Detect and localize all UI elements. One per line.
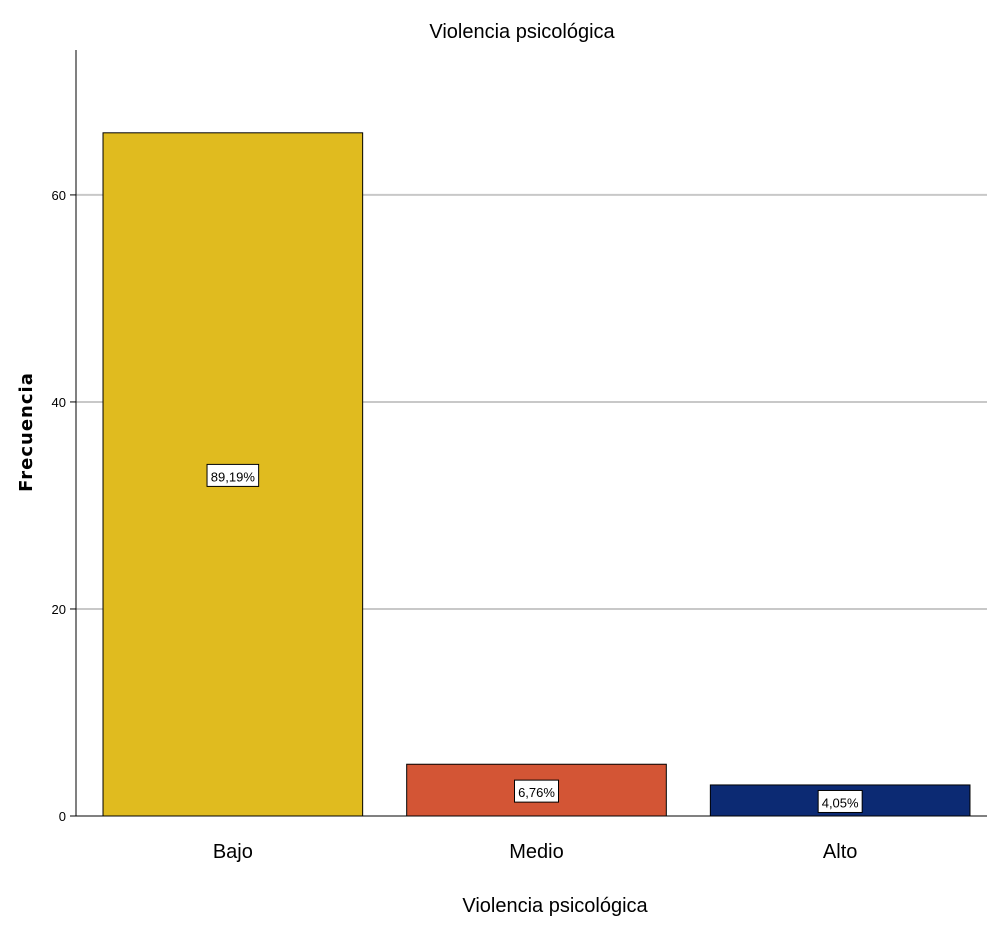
x-axis-label: Violencia psicológica [462,895,648,917]
y-tick-label: 20 [52,602,66,617]
data-label: 89,19% [211,469,256,484]
y-tick-label: 60 [52,188,66,203]
bars: 89,19% 6,76% 4,05% [102,132,971,817]
data-label: 6,76% [518,785,555,800]
data-label-box [817,789,863,813]
x-tick-label: Alto [823,841,857,863]
y-axis-label: Frecuencia [16,372,37,492]
chart-title: Violencia psicológica [429,21,615,43]
x-tick-label: Bajo [213,841,253,863]
data-label: 4,05% [822,795,859,810]
y-tick-label: 0 [59,809,66,824]
y-tick-label: 40 [52,395,66,410]
axes: 0 20 40 60 Bajo Medio Alto [52,50,987,863]
data-label-box [206,463,260,487]
data-label-box [514,779,559,803]
x-tick-label: Medio [509,841,563,863]
